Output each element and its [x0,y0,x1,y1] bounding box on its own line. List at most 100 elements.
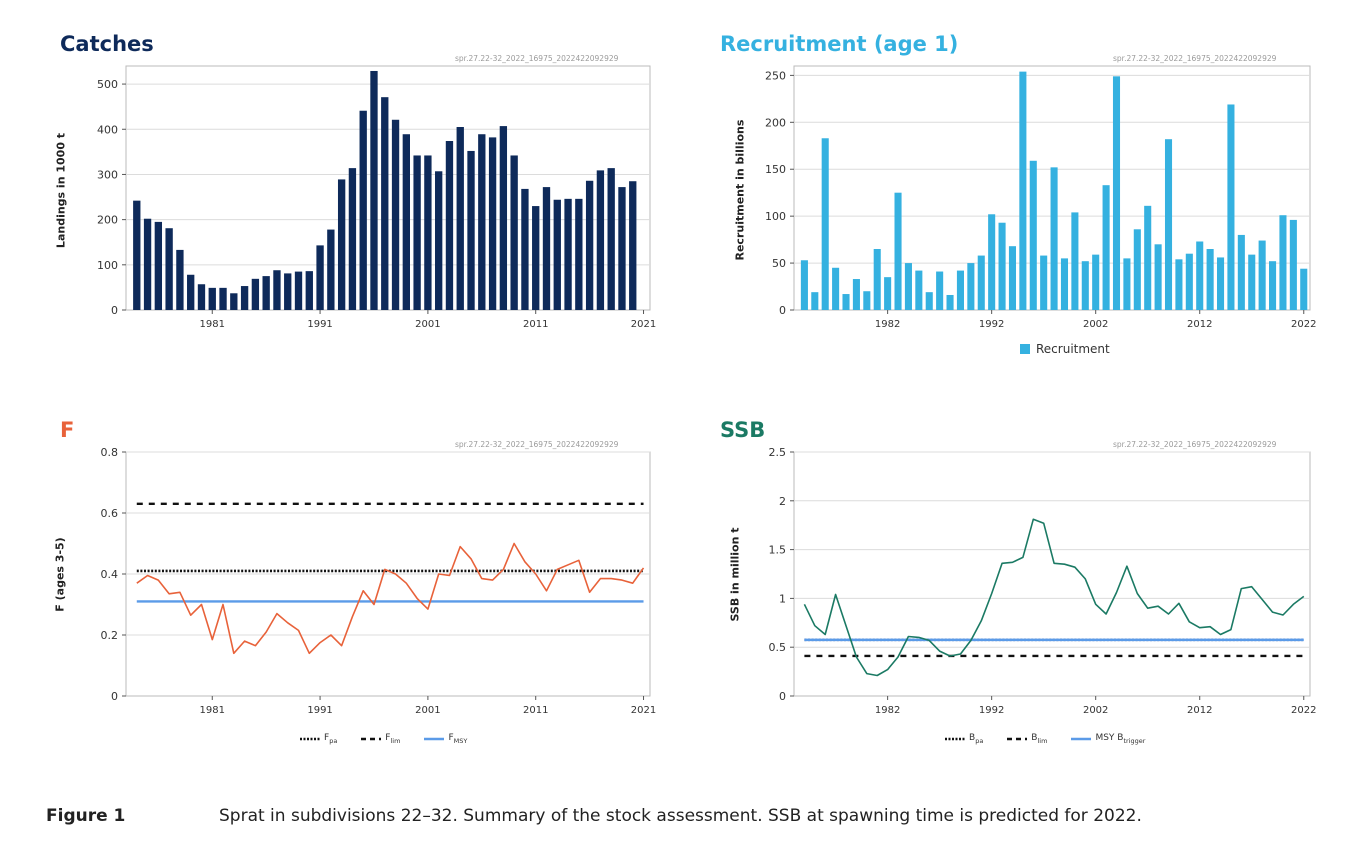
recruitment-legend: Recruitment [1020,342,1110,356]
catches-y-tick-label: 100 [97,259,118,272]
ssb-y-tick-label: 0 [779,690,786,703]
recruitment-bar [852,279,860,310]
recruitment-bar [1258,240,1266,310]
catches-bar [499,126,508,310]
catches-bar [542,187,551,310]
recruitment-y-tick-label: 100 [765,210,786,223]
f-series-line [136,542,645,655]
catches-bar [240,286,249,310]
recruitment-bar [1279,215,1287,310]
recruitment-bar [811,292,819,310]
catches-y-tick-label: 300 [97,168,118,181]
recruitment-bar [1008,246,1017,310]
ssb-y-axis-label: SSB in million t [728,527,742,622]
catches-bar [521,188,529,310]
msy-btrigger-label: MSY Btrigger [1095,733,1146,745]
catches-y-tick-label: 500 [97,78,118,91]
catches-bar [510,155,518,310]
recruitment-bar [1154,244,1162,310]
catches-bar [273,270,281,310]
catches-y-tick-label: 200 [97,214,118,227]
recruitment-stamp: spr.27.22-32_2022_16975_2022422092929 [1113,54,1277,63]
catches-y-tick-label: 400 [97,123,118,136]
fpa-label: Fpa [324,733,338,745]
catches-bar [596,170,605,310]
catches-bar [305,271,313,310]
recruitment-bar [925,292,933,310]
recruitment-bar [894,192,902,310]
catches-x-tick-label: 1991 [307,319,332,330]
recruitment-bar [1227,104,1235,310]
catches-bar [133,200,141,310]
recruitment-x-tick-label: 2022 [1291,319,1316,330]
recruitment-bar [1248,254,1256,310]
recruitment-title: Recruitment (age 1) [720,32,959,56]
recruitment-legend-label: Recruitment [1036,342,1110,356]
catches-bar [176,249,184,310]
figure-label: Figure 1 [46,806,126,826]
catches-bar [284,273,292,310]
catches-x-tick-label: 2021 [631,319,656,330]
ssb-y-tick-label: 2 [779,495,786,508]
catches-bar [262,276,270,310]
recruitment-x-tick-label: 2002 [1083,319,1108,330]
catches-bar [607,168,615,310]
ssb-x-tick-label: 1992 [979,705,1004,716]
f-y-tick-label: 0.8 [101,446,119,459]
recruitment-bar [915,270,923,310]
catches-bar [435,171,443,310]
catches-bar [467,150,475,310]
recruitment-bar [1081,261,1089,310]
recruitment-bar [1237,234,1245,310]
recruitment-bar [977,255,985,310]
catches-bar [370,70,378,310]
recruitment-y-axis-label: Recruitment in billions [733,119,747,261]
catches-stamp: spr.27.22-32_2022_16975_2022422092929 [455,54,619,63]
flim-label: Flim [385,733,401,745]
f-y-tick-label: 0.2 [101,629,119,642]
ssb-x-tick-label: 1982 [875,705,900,716]
recruitment-bar [946,294,954,310]
recruitment-bar [800,260,808,310]
recruitment-bar [1269,261,1277,310]
recruitment-y-tick-label: 0 [779,304,786,317]
ssb-legend: Bpa Blim MSY Btrigger [945,733,1163,745]
catches-y-axis-label: Landings in 1000 t [54,132,68,249]
f-legend: Fpa Flim FMSY [300,733,485,745]
recruitment-bar [1060,258,1069,310]
ssb-y-tick-label: 2.5 [769,446,787,459]
catches-bar [143,218,152,310]
f-y-axis-label: F (ages 3-5) [53,537,67,612]
catches-bar [575,198,583,310]
ssb-x-tick-label: 2012 [1187,705,1212,716]
fpa-swatch [300,737,320,741]
recruitment-bar [1144,205,1152,310]
ssb-x-tick-label: 2022 [1291,705,1316,716]
recruitment-x-tick-label: 1992 [979,319,1004,330]
f-stamp: spr.27.22-32_2022_16975_2022422092929 [455,440,619,449]
catches-bar [327,229,335,310]
recruitment-bar [1123,258,1131,310]
ssb-legend-blim: Blim [1007,733,1047,745]
catches-bar [165,228,173,310]
recruitment-bar [1071,212,1079,310]
catches-bar [424,155,432,310]
ssb-plot-frame [793,451,1311,697]
catches-x-tick-label: 2001 [415,319,440,330]
recruitment-bar [842,294,850,310]
recruitment-bar [884,277,892,310]
bpa-swatch [945,737,965,741]
f-y-tick-label: 0 [111,690,118,703]
recruitment-bar [832,267,840,310]
ssb-x-tick-label: 2002 [1083,705,1108,716]
recruitment-legend-swatch [1020,344,1030,354]
ssb-chart: 0 0.5 1 1.5 2 2.5 1982 1992 2002 2012 2022 [769,446,1317,716]
ssb-y-tick-label: 1 [779,592,786,605]
ssb-legend-bpa: Bpa [945,733,983,745]
ssb-y-tick-label: 1.5 [769,544,787,557]
catches-x-tick-label: 2011 [523,319,548,330]
recruitment-y-tick-label: 250 [765,69,786,82]
catches-bar [219,287,227,310]
catches-bar [294,271,303,310]
figure-caption: Sprat in subdivisions 22–32. Summary of … [219,806,1142,826]
